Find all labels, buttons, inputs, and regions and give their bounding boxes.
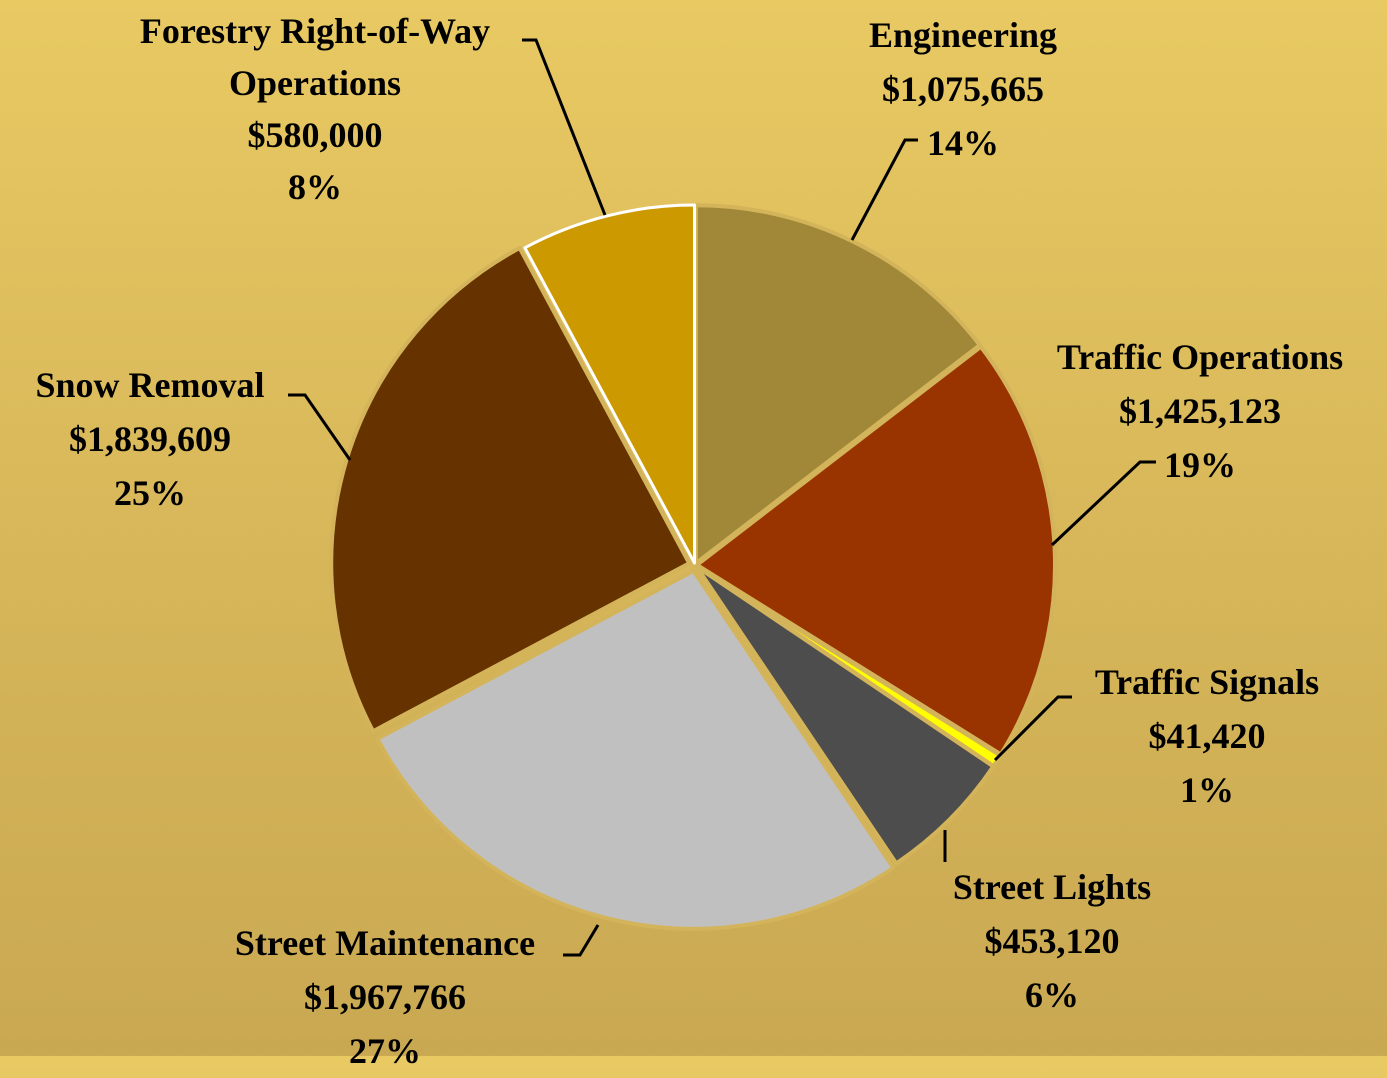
pie-slice — [375, 568, 896, 931]
data-label: Street Maintenance $1,967,766 27% — [235, 916, 535, 1078]
pie-slice — [693, 203, 982, 566]
category-label: Engineering — [868, 15, 1058, 55]
data-label: Traffic Signals $41,420 1% — [1095, 655, 1319, 817]
percent-label: 8% — [288, 167, 342, 207]
leader-line — [1050, 460, 1156, 547]
leader-line — [993, 695, 1072, 762]
value-label: $1,425,123 — [1119, 391, 1281, 431]
category-label: Snow Removal — [35, 365, 265, 405]
leader-line — [563, 924, 600, 957]
pie-slice — [694, 564, 996, 866]
category-label: Street Lights — [952, 867, 1152, 907]
category-label: Traffic Operations — [1056, 337, 1344, 377]
leader-line — [522, 38, 607, 216]
value-label: $453,120 — [984, 921, 1120, 961]
value-label: $1,839,609 — [68, 419, 231, 459]
value-label: $1,075,665 — [881, 69, 1044, 109]
value-label: $41,420 — [1148, 716, 1266, 756]
percent-label: 27% — [348, 1031, 421, 1071]
pie-slice — [329, 245, 692, 734]
percent-label: 1% — [1180, 770, 1234, 810]
data-label: Snow Removal $1,839,609 25% — [35, 358, 264, 520]
category-label: Street Maintenance — [234, 923, 536, 963]
pie-slice — [694, 344, 1057, 757]
value-label: $580,000 — [247, 115, 383, 155]
percent-label: 25% — [113, 473, 186, 513]
chart — [288, 38, 1156, 957]
leader-line — [288, 393, 352, 461]
data-label: Street Lights $453,120 6% — [953, 860, 1151, 1022]
category-label: Traffic Signals — [1094, 662, 1320, 702]
data-label: Forestry Right-of-Way Operations $580,000… — [100, 5, 530, 213]
category-label: Forestry Right-of-Way Operations — [139, 11, 491, 103]
data-label: Engineering $1,075,665 14% — [869, 8, 1057, 170]
percent-label: 14% — [926, 123, 999, 163]
percent-label: 6% — [1024, 975, 1079, 1015]
leader-line — [850, 138, 918, 241]
percent-label: 19% — [1164, 445, 1236, 485]
value-label: $1,967,766 — [303, 977, 466, 1017]
data-label: Traffic Operations $1,425,123 19% — [1057, 330, 1343, 492]
pie-slice — [523, 203, 697, 565]
